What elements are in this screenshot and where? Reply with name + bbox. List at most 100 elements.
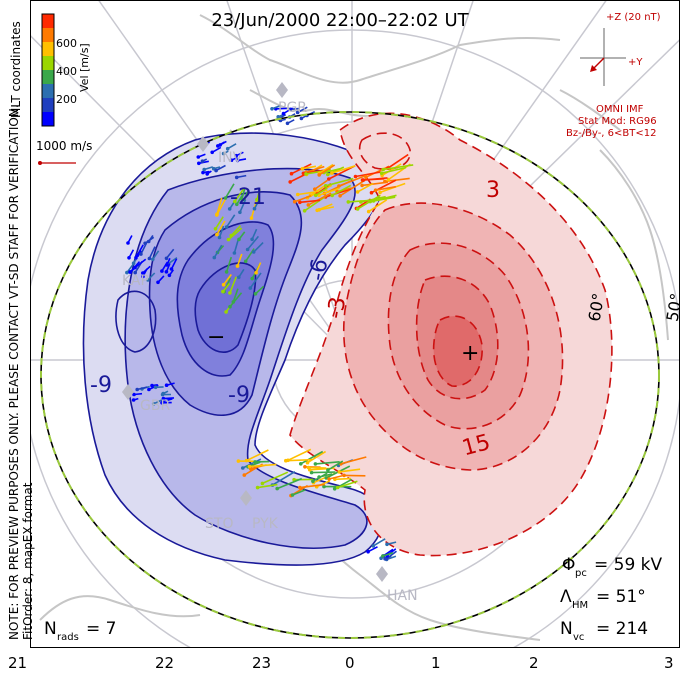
velocity-vector (246, 235, 260, 251)
velocity-vector (339, 468, 361, 473)
svg-text:pc: pc (575, 568, 587, 579)
velocity-vector-origin (226, 237, 231, 242)
velocity-vector (224, 183, 235, 199)
velocity-vector (365, 165, 390, 178)
velocity-vector (229, 292, 243, 308)
velocity-vector-origin (221, 151, 226, 156)
velocity-vector (218, 225, 225, 238)
velocity-vector-origin (214, 168, 218, 173)
velocity-vector (307, 192, 332, 206)
velocity-vector-origin (135, 253, 140, 257)
velocity-vector-origin (133, 270, 137, 275)
mlt-axis: 21 22 23 0 1 2 3 (8, 654, 674, 672)
velocity-vector-origin (260, 481, 265, 486)
velocity-vector-origin (378, 190, 382, 195)
velocity-vector-origin (255, 197, 259, 202)
velocity-vector (287, 448, 312, 462)
velocity-vector-origin (224, 270, 229, 274)
velocity-vector-origin (254, 270, 258, 275)
velocity-vector-origin (210, 150, 214, 155)
velocity-vector-origin (237, 237, 241, 242)
velocity-vector-origin (201, 170, 205, 175)
velocity-vector (294, 194, 312, 203)
velocity-vector-origin (324, 476, 329, 480)
imf-axis-z: +Z (20 nT) (606, 12, 661, 23)
velocity-vector-origin (355, 190, 360, 194)
velocity-vector-origin (337, 184, 341, 188)
colorbar-block (42, 42, 54, 56)
velocity-vector (136, 244, 144, 256)
site-marker-pyk: PYK (252, 516, 279, 532)
velocity-vector-origin (381, 167, 386, 172)
svg-text:Λ: Λ (560, 587, 572, 607)
velocity-vector-origin (304, 172, 308, 176)
velocity-vector (276, 477, 303, 490)
imf-bin: Bz-/By-, 6<BT<12 (566, 128, 656, 139)
imf-source: OMNI IMF (596, 104, 644, 115)
site-marker-gbr: GBR (122, 384, 170, 414)
contour-label-pos-3: 3 (486, 178, 500, 203)
velocity-vector-origin (317, 173, 322, 177)
velocity-vector-origin (322, 484, 326, 489)
velocity-vector (327, 460, 344, 471)
velocity-vector (315, 461, 340, 465)
velocity-vector (315, 187, 328, 196)
velocity-vector-origin (164, 383, 169, 388)
velocity-vector-origin (292, 199, 297, 204)
imf-model: Stat Mod: RG96 (578, 116, 657, 127)
velocity-vector (300, 450, 324, 465)
velocity-vector-origin (355, 207, 360, 211)
velocity-vector-origin (302, 209, 307, 213)
velocity-vector-origin (229, 158, 234, 162)
velocity-vector-origin (384, 556, 389, 561)
imf-clock: +Z (20 nT) +Y OMNI IMF Stat Mod: RG96 Bz… (566, 12, 661, 139)
velocity-vector-origin (164, 256, 169, 261)
velocity-vector-origin (126, 241, 130, 245)
colorbar-block (42, 14, 54, 28)
velocity-vector (334, 477, 351, 481)
velocity-vector-origin (369, 190, 374, 195)
velocity-vector-origin (247, 464, 252, 469)
velocity-vector-origin (216, 144, 220, 148)
velocity-vector (318, 164, 336, 176)
velocity-vector (387, 153, 409, 169)
velocity-vector-origin (298, 200, 302, 205)
velocity-vector (256, 188, 261, 200)
velocity-vector-origin (237, 275, 241, 280)
velocity-vector-origin (276, 115, 281, 119)
velocity-vector-origin (306, 203, 311, 207)
velocity-vector-origin (250, 237, 254, 242)
velocity-vector-origin (146, 278, 150, 282)
svg-text:PYK: PYK (252, 516, 279, 532)
velocity-vector (236, 253, 243, 267)
velocity-colorbar: 600 400 200 Vel [m/s] (41, 13, 91, 127)
colorbar-block (42, 56, 54, 70)
velocity-vector (328, 474, 345, 480)
velocity-vector (129, 261, 141, 273)
mlt-tick-21: 21 (8, 654, 27, 672)
velocity-vector-origin (313, 193, 318, 198)
velocity-vector (337, 480, 358, 489)
velocity-vector-origin (346, 200, 351, 204)
velocity-vector (331, 165, 356, 174)
velocity-vector-origin (160, 269, 164, 273)
velocity-vector-origin (125, 270, 129, 275)
lat-label-60: 60° (585, 292, 609, 323)
site-marker-sto: STO (205, 490, 252, 532)
fit-statistics: Φ pc = 59 kV Λ HM = 51° N vc = 214 N rad… (44, 555, 663, 643)
velocity-vector-origin (250, 276, 254, 281)
velocity-vector-origin (307, 468, 312, 472)
velocity-vector (257, 483, 278, 489)
velocity-vector (216, 220, 226, 236)
velocity-vector-origin (309, 470, 314, 475)
velocity-vector-origin (141, 274, 145, 279)
velocity-vector (292, 489, 306, 496)
velocity-vector-origin (151, 402, 156, 406)
velocity-vector-origin (139, 252, 143, 256)
velocity-vector (227, 227, 243, 241)
velocity-vector-origin (160, 401, 164, 405)
velocity-vector-origin (338, 194, 342, 198)
velocity-vector (140, 241, 148, 255)
velocity-vector (309, 184, 327, 196)
velocity-vector (134, 258, 147, 269)
